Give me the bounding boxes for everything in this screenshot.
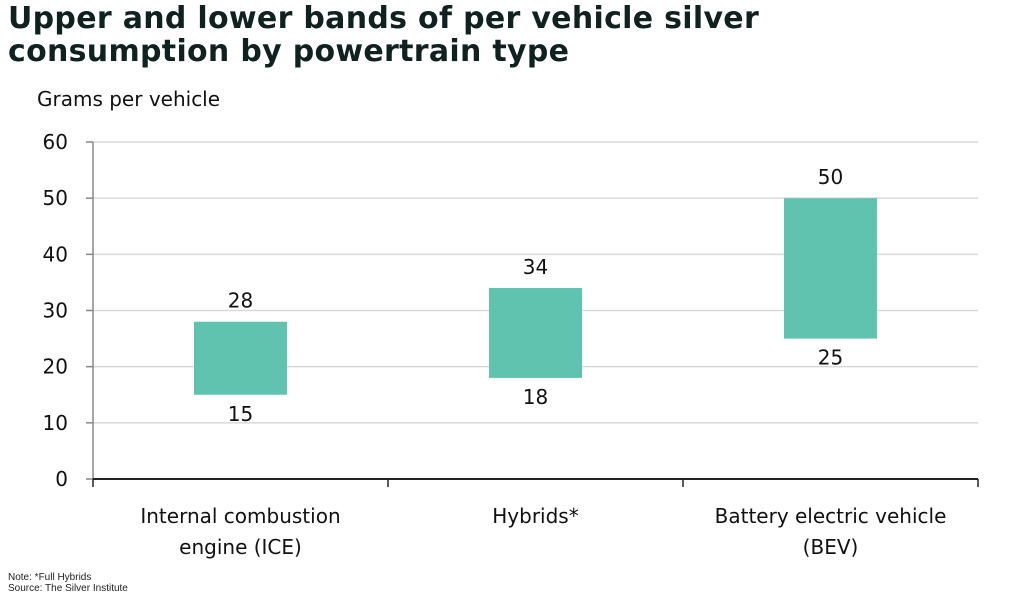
y-tick-label: 10 [43, 411, 68, 435]
lower-value-label: 25 [818, 346, 843, 370]
note-text: Note: *Full Hybrids [8, 572, 92, 583]
title-line-1: Upper and lower bands of per vehicle sil… [8, 1, 760, 36]
range-bar [194, 321, 287, 395]
y-tick-label: 0 [55, 467, 68, 491]
chart-title: Upper and lower bands of per vehicle sil… [8, 2, 759, 68]
upper-value-label: 34 [523, 255, 548, 279]
lower-value-label: 18 [523, 385, 548, 409]
y-tick-label: 50 [43, 186, 68, 210]
y-axis-label: Grams per vehicle [37, 87, 220, 111]
x-category-label: engine (ICE) [179, 535, 302, 559]
x-category-label: Internal combustion [140, 504, 340, 528]
footnotes: Note: *Full Hybrids Source: The Silver I… [8, 572, 128, 594]
axes: 0 10 20 30 40 50 60 Internal combustion engine (… [43, 130, 979, 559]
y-tick-label: 40 [43, 242, 68, 266]
range-bar [784, 198, 877, 339]
data-labels: 28 15 34 18 50 25 [228, 165, 843, 426]
y-tick-label: 30 [43, 299, 68, 323]
upper-value-label: 28 [228, 289, 253, 313]
y-tick-label: 60 [43, 130, 68, 154]
title-line-2: consumption by powertrain type [8, 34, 570, 69]
bars [194, 198, 877, 395]
y-tick-label: 20 [43, 355, 68, 379]
x-category-label: Battery electric vehicle [715, 504, 947, 528]
range-bar [489, 288, 582, 378]
x-category-label: (BEV) [803, 535, 859, 559]
lower-value-label: 15 [228, 402, 253, 426]
x-category-label: Hybrids* [492, 504, 578, 528]
source-text: Source: The Silver Institute [8, 583, 128, 594]
upper-value-label: 50 [818, 165, 843, 189]
